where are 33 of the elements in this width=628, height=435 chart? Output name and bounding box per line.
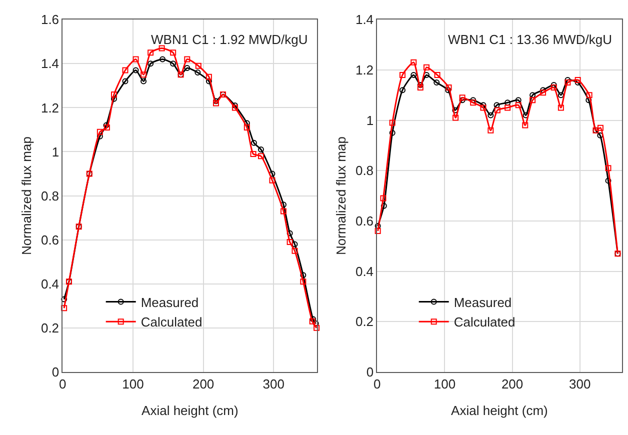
y-tick-label: 1.2: [355, 62, 374, 78]
x-axis-title: Axial height (cm): [451, 403, 548, 418]
y-tick-label: 0: [52, 364, 60, 380]
y-tick-label: 1.4: [355, 12, 374, 28]
legend-label: Measured: [454, 294, 512, 310]
y-axis-title: Normalized flux map: [333, 136, 348, 256]
x-tick-label: 200: [192, 376, 214, 392]
y-tick-label: 0.4: [40, 276, 60, 292]
y-tick-label: 1.6: [40, 12, 60, 28]
x-tick-label: 300: [569, 376, 591, 392]
x-tick-label: 100: [122, 376, 144, 392]
x-tick-label: 200: [501, 376, 524, 392]
y-tick-label: 0.6: [40, 232, 60, 248]
text: WBN1 C1 : 1.92 MWD/kgU: [151, 32, 308, 47]
legend-label: Calculated: [454, 314, 516, 330]
legend-label: Measured: [140, 294, 199, 310]
text: WBN1 C1 : 13.36 MWD/kgU: [448, 32, 612, 47]
y-tick-label: 1.4: [40, 56, 60, 72]
y-tick-label: 0.2: [40, 320, 60, 336]
y-tick-label: 0.8: [355, 163, 374, 178]
y-tick-label: 0.4: [355, 264, 374, 279]
y-tick-label: 0.6: [355, 214, 374, 229]
legend-label: Calculated: [140, 314, 202, 330]
y-axis-title: Normalized flux map: [18, 136, 34, 256]
y-tick-label: 1.2: [40, 100, 60, 116]
y-tick-label: 0: [366, 364, 374, 380]
y-tick-label: 0.2: [355, 314, 374, 330]
y-tick-label: 0.8: [40, 188, 60, 204]
x-tick-label: 100: [434, 376, 456, 392]
x-axis-title: Axial height (cm): [142, 403, 238, 418]
y-tick-label: 1: [52, 144, 60, 160]
y-tick-label: 1: [366, 112, 374, 128]
x-tick-label: 300: [262, 376, 284, 392]
